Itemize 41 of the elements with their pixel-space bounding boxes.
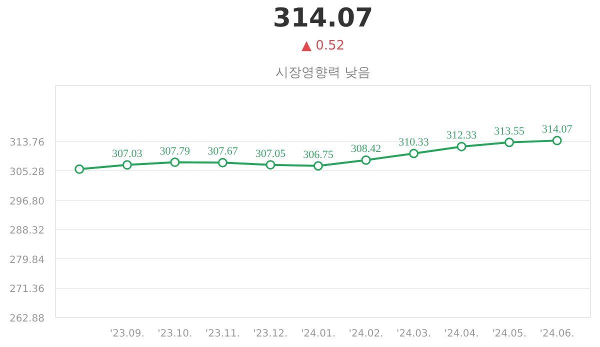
data-label: 306.75 [303,148,334,161]
text: 시장영향력 낮음 [275,66,371,80]
data-label: 310.33 [398,136,430,148]
text: 313.76 [10,138,45,149]
point [313,161,323,171]
point [74,164,84,174]
data-label: 313.55 [494,125,525,138]
point [122,160,132,170]
x-tick-label: '23.11. [205,328,240,340]
x-tick-label: '23.10. [158,328,192,340]
x-tick-label: '24.05. [492,328,527,340]
text: 271.36 [10,284,45,296]
x-tick-label: '23.09. [110,328,144,340]
x-tick-label: '23.12. [253,328,288,340]
data-label: 307.67 [208,146,238,158]
data-label: 312.33 [446,130,478,142]
text: 296.80 [10,196,45,208]
point [361,155,371,165]
chart-subtitle: ▲ 0.52 [301,38,345,54]
text: 262.88 [10,314,45,324]
data-label: 314.07 [542,124,573,136]
text: 305.28 [10,166,45,178]
text: 288.32 [10,226,45,237]
data-label: 307.03 [112,148,143,160]
data-label: 307.79 [160,145,191,158]
x-tick-label: '24.02. [348,328,384,340]
point [504,138,514,148]
x-tick-label: '24.03. [396,328,432,340]
point [456,142,466,152]
text: 279.84 [10,254,45,266]
x-tick-label: '24.06. [540,328,574,340]
data-label: 308.42 [350,143,382,156]
chart-title: 314.07 [272,4,374,34]
x-tick-label: '24.04. [444,328,479,340]
point [552,136,562,146]
point [266,160,276,170]
point [218,158,228,168]
x-tick-label: '24.01. [300,328,336,340]
point [409,148,419,158]
data-label: 307.05 [255,148,286,160]
point [170,158,180,168]
